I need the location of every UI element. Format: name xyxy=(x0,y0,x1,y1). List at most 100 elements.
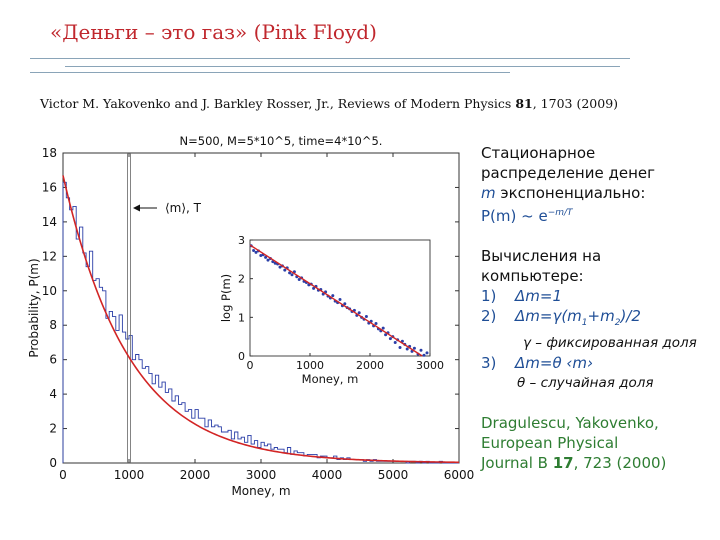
x-axis-label: Money, m xyxy=(231,484,290,498)
side-var: m xyxy=(481,184,496,202)
exponential-fit-line xyxy=(62,175,460,464)
x-tick-label: 1000 xyxy=(114,468,145,482)
side-list-part: +m xyxy=(587,307,615,325)
side-list-sub: 2 xyxy=(614,318,621,328)
inset-data-point xyxy=(425,351,429,355)
side-reference-volume: 17 xyxy=(552,454,574,472)
side-text: m экспоненциально: xyxy=(481,183,717,203)
inset-data-point xyxy=(288,271,292,275)
y-tick-label: 8 xyxy=(49,318,57,332)
side-text: Стационарное xyxy=(481,144,596,162)
side-reference: Dragulescu, Yakovenko, xyxy=(481,414,659,432)
inset-data-point xyxy=(374,322,378,326)
y-tick-label: 16 xyxy=(42,180,57,194)
inset-x-tick-label: 1000 xyxy=(296,359,324,372)
citation-volume: 81 xyxy=(515,96,533,111)
inset-data-point xyxy=(290,273,294,277)
inset-data-point xyxy=(252,248,256,252)
side-list-text: Δm=θ ‹m› xyxy=(515,354,593,372)
inset-x-tick-label: 0 xyxy=(247,359,254,372)
side-list-text: Δm=1 xyxy=(515,287,562,305)
inset-y-tick-label: 0 xyxy=(238,350,245,363)
side-text: Вычисления на xyxy=(481,247,602,265)
side-formula-exp: −m/T xyxy=(547,208,573,218)
annotation-arrowhead xyxy=(133,204,140,212)
inset-data-point xyxy=(357,311,361,315)
y-tick-label: 4 xyxy=(49,387,57,401)
slide-title: «Деньги – это газ» (Pink Floyd) xyxy=(50,20,377,44)
side-reference-part: Journal B xyxy=(481,454,553,472)
y-tick-label: 12 xyxy=(42,249,57,263)
inset-data-point xyxy=(278,265,282,269)
inset-background xyxy=(215,232,445,396)
side-list-item: 1) Δm=1 xyxy=(481,286,717,306)
title-underline xyxy=(30,58,630,59)
y-tick-label: 0 xyxy=(49,456,57,470)
inset-data-point xyxy=(312,286,316,290)
inset-x-tick-label: 3000 xyxy=(416,359,444,372)
inset-data-point xyxy=(254,250,258,254)
inset-data-point xyxy=(283,268,287,272)
side-list-num: 3) xyxy=(481,354,497,372)
citation-authors: Victor M. Yakovenko and J. Barkley Rosse… xyxy=(40,96,516,111)
side-list-text: Δm=γ(m1+m2)/2 xyxy=(515,306,641,333)
annotation-label: ⟨m⟩, T xyxy=(165,201,202,215)
title-underline xyxy=(30,72,510,73)
inset-data-point xyxy=(266,258,270,262)
inset-data-point xyxy=(419,348,423,352)
histogram-series xyxy=(62,181,459,464)
inset-data-point xyxy=(264,255,268,259)
inset-data-point xyxy=(364,315,368,319)
side-text: распределение денег xyxy=(481,164,656,182)
inset-data-point xyxy=(388,337,392,341)
side-text: экспоненциально: xyxy=(495,184,646,202)
citation-pages: , 1703 (2009) xyxy=(532,96,619,111)
y-tick-label: 2 xyxy=(49,422,57,436)
side-formula-base: P(m) ~ e xyxy=(481,207,548,225)
x-tick-label: 3000 xyxy=(246,468,277,482)
inset-fit-line xyxy=(249,244,423,357)
inset-y-tick-label: 1 xyxy=(238,311,245,324)
inset-data-point xyxy=(405,347,409,351)
inset-data-point xyxy=(393,340,397,344)
side-reference: Journal B 17, 723 (2000) xyxy=(481,453,717,473)
inset-data-point xyxy=(331,294,335,298)
inset-data-point xyxy=(422,353,426,357)
y-tick-label: 10 xyxy=(42,284,57,298)
y-axis-label: Probability, P(m) xyxy=(27,258,41,357)
side-list-num: 1) xyxy=(481,287,497,305)
inset-y-tick-label: 3 xyxy=(238,234,245,247)
inset-y-axis-label: log P(m) xyxy=(219,274,233,322)
inset-data-point xyxy=(297,277,301,281)
inset-data-point xyxy=(343,302,347,306)
side-list-part: )/2 xyxy=(620,307,641,325)
x-tick-label: 6000 xyxy=(444,468,475,482)
x-tick-label: 5000 xyxy=(378,468,409,482)
chart-title: N=500, M=5*10^5, time=4*10^5. xyxy=(180,134,383,148)
inset-x-axis-label: Money, m xyxy=(302,372,359,386)
inset-data-point xyxy=(398,345,402,349)
side-list-num: 2) xyxy=(481,307,497,325)
y-tick-label: 6 xyxy=(49,353,57,367)
inset-data-point xyxy=(384,333,388,337)
x-tick-label: 2000 xyxy=(180,468,211,482)
inset-data-point xyxy=(338,298,342,302)
side-list-item: 3) Δm=θ ‹m› xyxy=(481,353,717,373)
side-list-sub: 1 xyxy=(581,318,588,328)
y-tick-label: 18 xyxy=(42,146,57,160)
side-list-item: 2) Δm=γ(m1+m2)/2 xyxy=(481,306,717,333)
side-panel: Стационарное распределение денег m экспо… xyxy=(481,143,717,473)
side-reference: European Physical xyxy=(481,434,619,452)
inset-data-point xyxy=(381,326,385,330)
side-text: компьютере: xyxy=(481,267,584,285)
inset-x-tick-label: 2000 xyxy=(356,359,384,372)
inset-data-point xyxy=(259,253,263,257)
inset-frame xyxy=(249,239,431,357)
side-note: θ – случайная доля xyxy=(517,375,654,391)
title-underline xyxy=(65,66,620,67)
side-list-part: Δm=γ(m xyxy=(515,307,582,325)
side-reference-part: , 723 (2000) xyxy=(573,454,667,472)
side-note: γ – фиксированная доля xyxy=(523,335,697,351)
y-tick-label: 14 xyxy=(42,215,57,229)
